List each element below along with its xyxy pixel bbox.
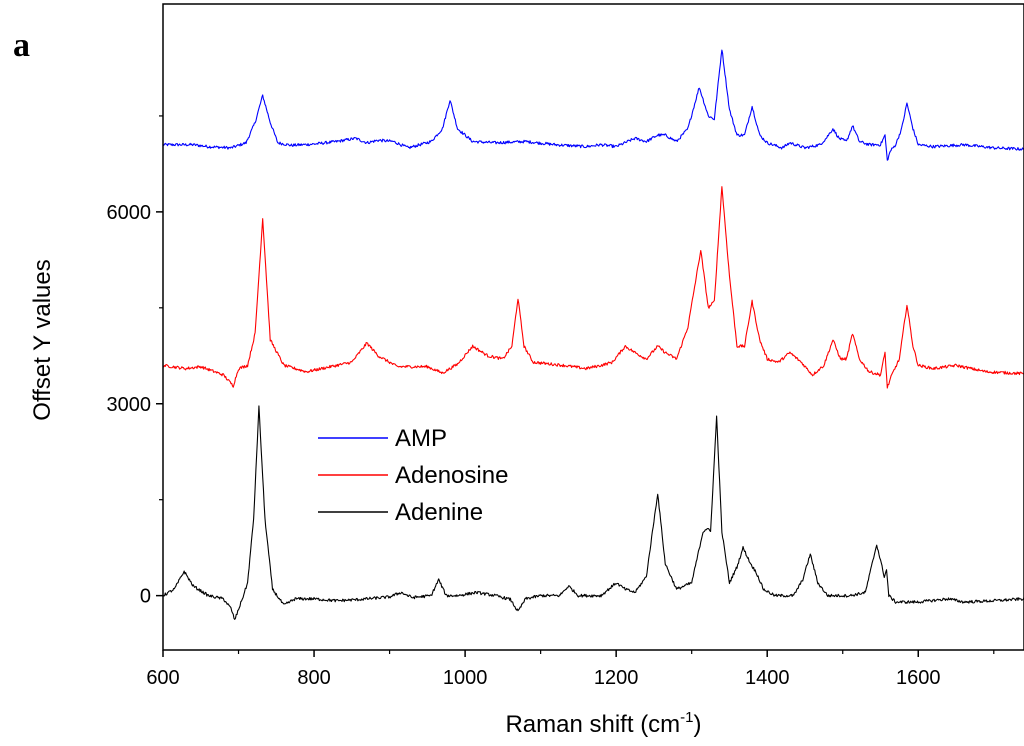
legend-label: Adenine: [395, 499, 483, 526]
y-tick-label: 3000: [107, 394, 152, 416]
x-tick-label: 600: [146, 667, 179, 689]
x-tick-label: 1400: [745, 667, 790, 689]
legend-label: Adenosine: [395, 462, 508, 489]
panel-label: a: [13, 27, 30, 64]
y-tick-label: 6000: [107, 202, 152, 224]
x-tick-label: 1000: [443, 667, 488, 689]
plot-frame: [162, 3, 1024, 651]
x-tick-label: 1600: [896, 667, 941, 689]
x-tick-label: 800: [297, 667, 330, 689]
series-line-amp: [162, 49, 1024, 161]
series-line-adenosine: [162, 186, 1024, 389]
x-axis-title: Raman shift (cm-1): [505, 709, 701, 738]
series-line-adenine: [162, 405, 1024, 620]
y-tick-label: 0: [140, 586, 151, 608]
legend: AMP Adenosine Adenine: [318, 425, 508, 526]
series-layer: [162, 49, 1024, 620]
y-axis-title: Offset Y values: [29, 259, 56, 420]
axis-layer: 600 800 1000 1200 1400 1600 0 3000 6000: [107, 115, 995, 689]
x-tick-label: 1200: [594, 667, 639, 689]
legend-label: AMP: [395, 425, 447, 452]
